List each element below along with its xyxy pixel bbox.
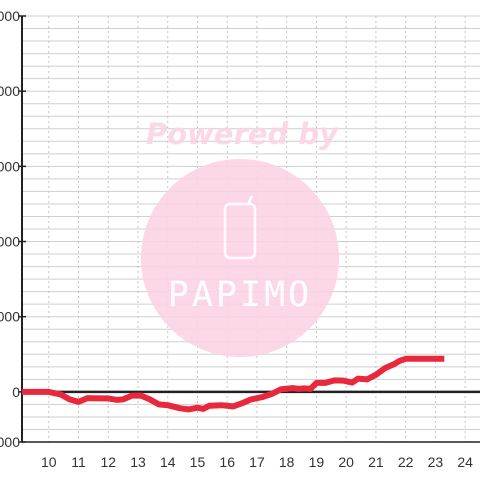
y-tick-label: 120,000 bbox=[0, 83, 20, 99]
x-tick-label: 10 bbox=[41, 454, 57, 470]
watermark: Powered by PAPIMO bbox=[141, 117, 339, 357]
x-tick-label: 22 bbox=[398, 454, 414, 470]
x-tick-label: 18 bbox=[279, 454, 295, 470]
x-tick-label: 13 bbox=[130, 454, 146, 470]
x-tick-label: 14 bbox=[160, 454, 176, 470]
y-tick-label: 30,000 bbox=[0, 309, 20, 325]
watermark-text: Powered by bbox=[146, 117, 339, 151]
x-tick-label: 19 bbox=[309, 454, 325, 470]
series-layer bbox=[22, 355, 445, 413]
x-tick-label: 15 bbox=[190, 454, 206, 470]
x-tick-label: 21 bbox=[368, 454, 384, 470]
phone-icon-antenna bbox=[246, 195, 254, 205]
y-tick-label: 150,000 bbox=[0, 8, 20, 24]
y-tick-label: 60,000 bbox=[0, 234, 20, 250]
y-tick-label: 0 bbox=[12, 384, 20, 400]
x-tick-label: 11 bbox=[71, 454, 86, 470]
x-tick-label: 20 bbox=[338, 454, 354, 470]
axes bbox=[18, 15, 480, 443]
x-tick-label: 23 bbox=[428, 454, 444, 470]
watermark-logo-text: PAPIMO bbox=[168, 275, 312, 315]
phone-icon bbox=[223, 202, 257, 260]
series-line bbox=[22, 355, 445, 413]
y-tick-label: -20,000 bbox=[0, 434, 20, 450]
tick-labels: 150,000 120,000 90,000 60,000 30,000 0 -20,000… bbox=[0, 8, 473, 470]
x-tick-label: 16 bbox=[219, 454, 235, 470]
x-tick-label: 17 bbox=[249, 454, 265, 470]
y-tick-label: 90,000 bbox=[0, 158, 20, 174]
x-tick-label: 24 bbox=[457, 454, 473, 470]
x-tick-label: 12 bbox=[100, 454, 116, 470]
